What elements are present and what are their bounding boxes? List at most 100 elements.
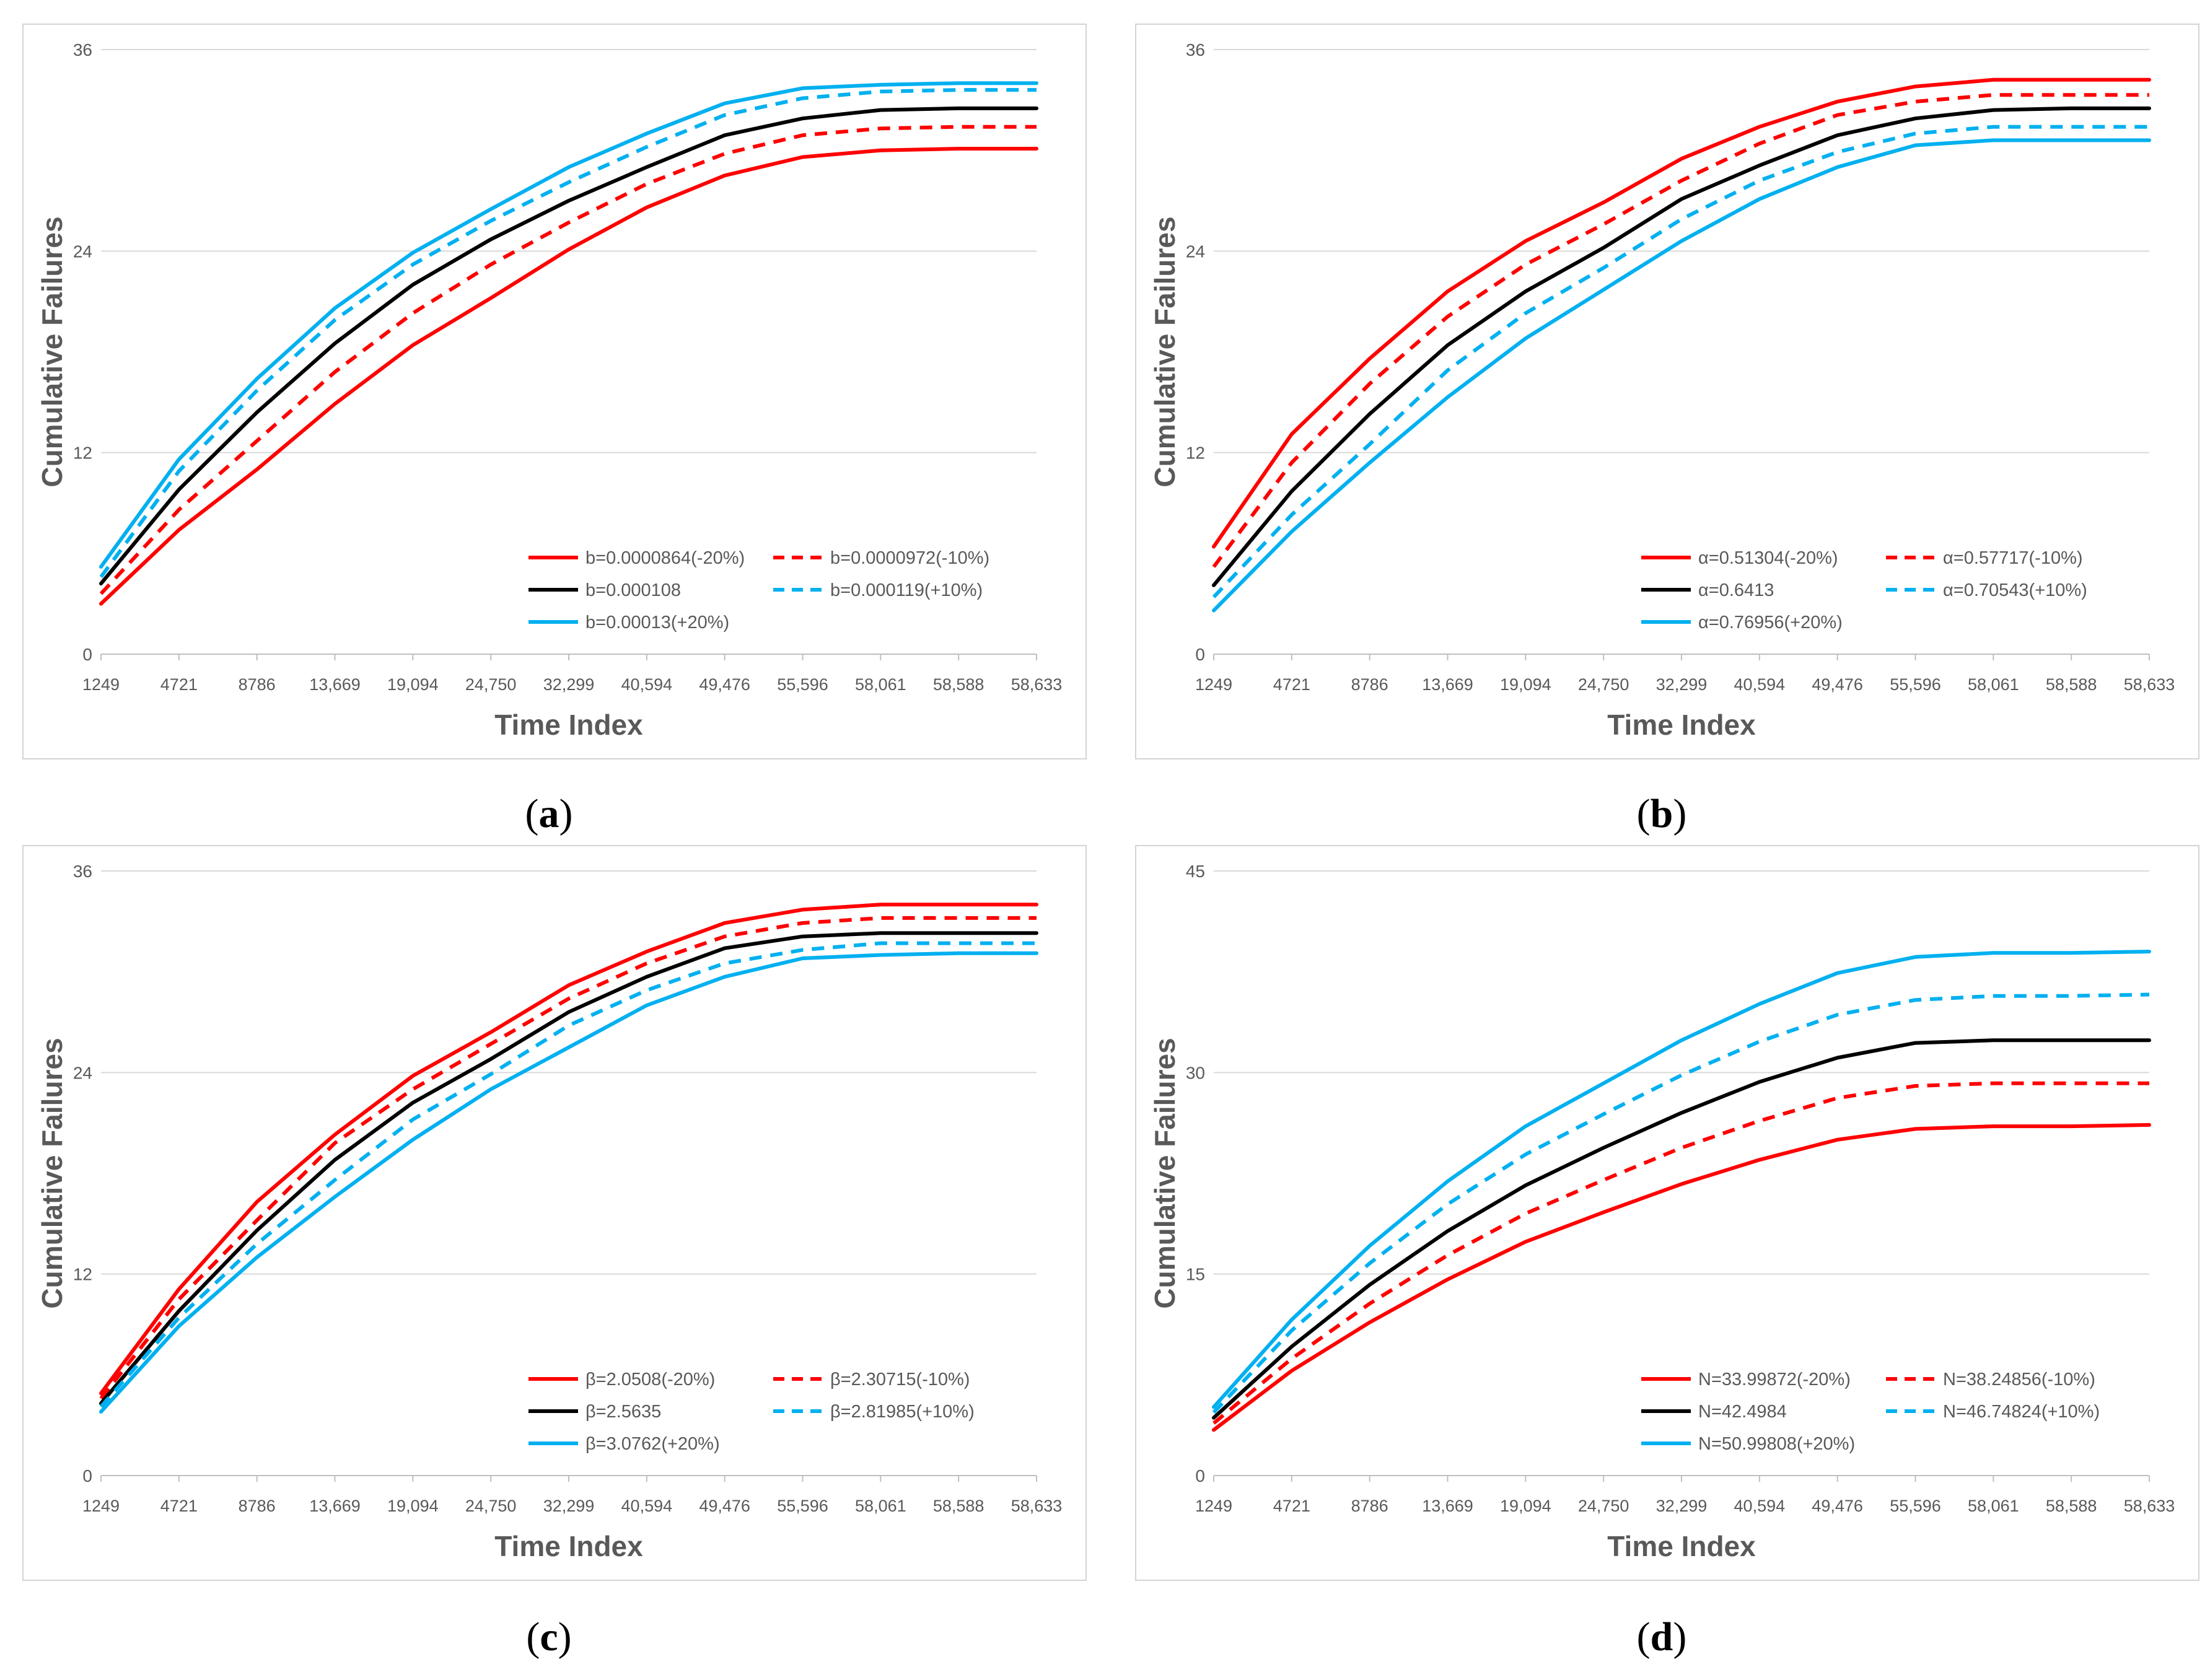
series-line-2 (99, 931, 1038, 1406)
series-line-4 (99, 81, 1038, 569)
series-line-3 (1212, 125, 2149, 598)
y-tick-label: 45 (1186, 862, 1205, 881)
y-tick-label: 15 (1186, 1265, 1205, 1284)
x-tick-label: 40,594 (621, 1497, 673, 1515)
x-axis-title: Time Index (494, 1530, 643, 1562)
legend-label-4: α=0.76956(+20%) (1698, 613, 1843, 632)
x-tick-label: 49,476 (1812, 1497, 1863, 1515)
x-tick-label: 4721 (1273, 1497, 1310, 1515)
legend-label-2: b=0.000108 (585, 580, 681, 600)
series-line-1 (1212, 93, 2149, 568)
x-tick-label: 4721 (160, 1497, 198, 1515)
legend-label-3: b=0.000119(+10%) (830, 580, 983, 600)
y-tick-label: 24 (73, 242, 92, 261)
legend-label-2: N=42.4984 (1698, 1402, 1787, 1422)
x-tick-label: 1249 (82, 675, 120, 694)
x-tick-label: 13,669 (309, 675, 361, 694)
series-line-4 (1212, 950, 2151, 1409)
legend-label-0: b=0.0000864(-20%) (585, 548, 745, 568)
y-axis-title: Cumulative Failures (36, 1038, 68, 1308)
x-tick-label: 32,299 (543, 675, 595, 694)
legend-label-0: α=0.51304(-20%) (1698, 548, 1838, 568)
x-tick-label: 8786 (239, 675, 276, 694)
x-tick-label: 1249 (82, 1497, 120, 1515)
x-tick-label: 4721 (1273, 675, 1310, 694)
x-tick-label: 24,750 (465, 675, 517, 694)
series-line-2 (1212, 1038, 2151, 1420)
x-tick-label: 58,633 (1011, 1497, 1063, 1515)
x-tick-label: 58,633 (2124, 675, 2175, 694)
x-tick-label: 58,061 (855, 1497, 906, 1515)
series-line-3 (1212, 992, 2150, 1414)
series-line-0 (99, 147, 1038, 606)
x-tick-label: 55,596 (1890, 675, 1941, 694)
x-axis-title: Time Index (1607, 1530, 1756, 1562)
x-tick-label: 1249 (1195, 675, 1232, 694)
y-axis-title: Cumulative Failures (1149, 216, 1181, 487)
x-axis-title: Time Index (494, 709, 643, 741)
y-tick-label: 36 (73, 40, 92, 59)
x-tick-label: 13,669 (1422, 675, 1473, 694)
x-tick-label: 58,633 (2124, 1497, 2175, 1515)
x-tick-label: 49,476 (1812, 675, 1863, 694)
legend-label-4: β=3.0762(+20%) (585, 1434, 720, 1454)
x-tick-label: 55,596 (1890, 1497, 1941, 1515)
x-tick-label: 40,594 (621, 675, 673, 694)
x-tick-label: 55,596 (777, 675, 828, 694)
y-tick-label: 24 (1186, 242, 1205, 261)
legend-label-2: α=0.6413 (1698, 580, 1774, 600)
x-axis-title: Time Index (1607, 709, 1756, 741)
x-tick-label: 32,299 (1656, 675, 1708, 694)
legend-label-3: α=0.70543(+10%) (1943, 580, 2087, 600)
series-line-3 (99, 941, 1037, 1408)
caption-c-letter: c (540, 1614, 558, 1660)
x-tick-label: 58,061 (855, 675, 906, 694)
series-line-2 (1212, 106, 2151, 587)
legend-label-0: N=33.99872(-20%) (1698, 1370, 1851, 1389)
y-tick-label: 30 (1186, 1063, 1205, 1082)
caption-d-letter: d (1650, 1614, 1673, 1660)
chart-c-svg: 0 12 24 36 1249 4721 8786 13,669 19,094 24,750 32,… (36, 862, 1063, 1562)
caption-d: (d) (1636, 1614, 1687, 1660)
caption-a: (a) (525, 791, 573, 836)
series-line-4 (1212, 138, 2151, 613)
y-tick-label: 0 (1195, 645, 1205, 664)
y-tick-label: 24 (73, 1063, 92, 1082)
caption-a-letter: a (538, 791, 559, 836)
x-tick-label: 32,299 (1656, 1497, 1708, 1515)
x-tick-label: 4721 (160, 675, 198, 694)
x-tick-label: 49,476 (699, 675, 750, 694)
chart-a-svg: 0 12 24 36 1249 4721 8786 13,669 19,094 24,750 32,… (36, 40, 1062, 741)
chart-panel-a: 0 12 24 36 1249 4721 8786 13,669 19,094 24,750 32,… (22, 24, 1087, 759)
series-line-2 (99, 106, 1038, 586)
x-tick-label: 1249 (1195, 1497, 1232, 1515)
x-tick-label: 24,750 (465, 1497, 517, 1515)
legend-label-1: β=2.30715(-10%) (830, 1370, 970, 1389)
x-tick-label: 19,094 (1500, 675, 1551, 694)
x-tick-label: 49,476 (699, 1497, 750, 1515)
y-tick-label: 12 (1186, 444, 1205, 463)
legend-label-3: β=2.81985(+10%) (830, 1402, 975, 1422)
chart-d-svg: 0 15 30 45 1249 4721 8786 13,669 19,094 24,750 32,… (1149, 862, 2175, 1562)
caption-c: (c) (526, 1614, 572, 1660)
series-line-0 (1212, 77, 2151, 549)
x-tick-label: 40,594 (1734, 1497, 1786, 1515)
caption-b: (b) (1636, 791, 1687, 836)
x-tick-label: 40,594 (1734, 675, 1786, 694)
x-tick-label: 8786 (239, 1497, 276, 1515)
series-line-1 (1212, 1081, 2149, 1425)
x-tick-label: 58,588 (933, 675, 984, 694)
chart-b-svg: 0 12 24 36 1249 4721 8786 13,669 19,094 24,750 32,… (1149, 40, 2175, 741)
legend-label-2: β=2.5635 (585, 1402, 661, 1422)
legend-label-1: N=38.24856(-10%) (1943, 1370, 2095, 1389)
series-line-3 (99, 88, 1037, 579)
x-tick-label: 58,588 (2046, 1497, 2097, 1515)
x-tick-label: 13,669 (309, 1497, 361, 1515)
legend-label-4: N=50.99808(+20%) (1698, 1434, 1855, 1454)
series-line-1 (99, 125, 1037, 595)
x-tick-label: 58,588 (933, 1497, 984, 1515)
y-axis-title: Cumulative Failures (36, 216, 68, 487)
y-tick-label: 36 (1186, 40, 1205, 59)
y-tick-label: 0 (82, 1466, 92, 1485)
y-tick-label: 0 (1195, 1466, 1205, 1485)
